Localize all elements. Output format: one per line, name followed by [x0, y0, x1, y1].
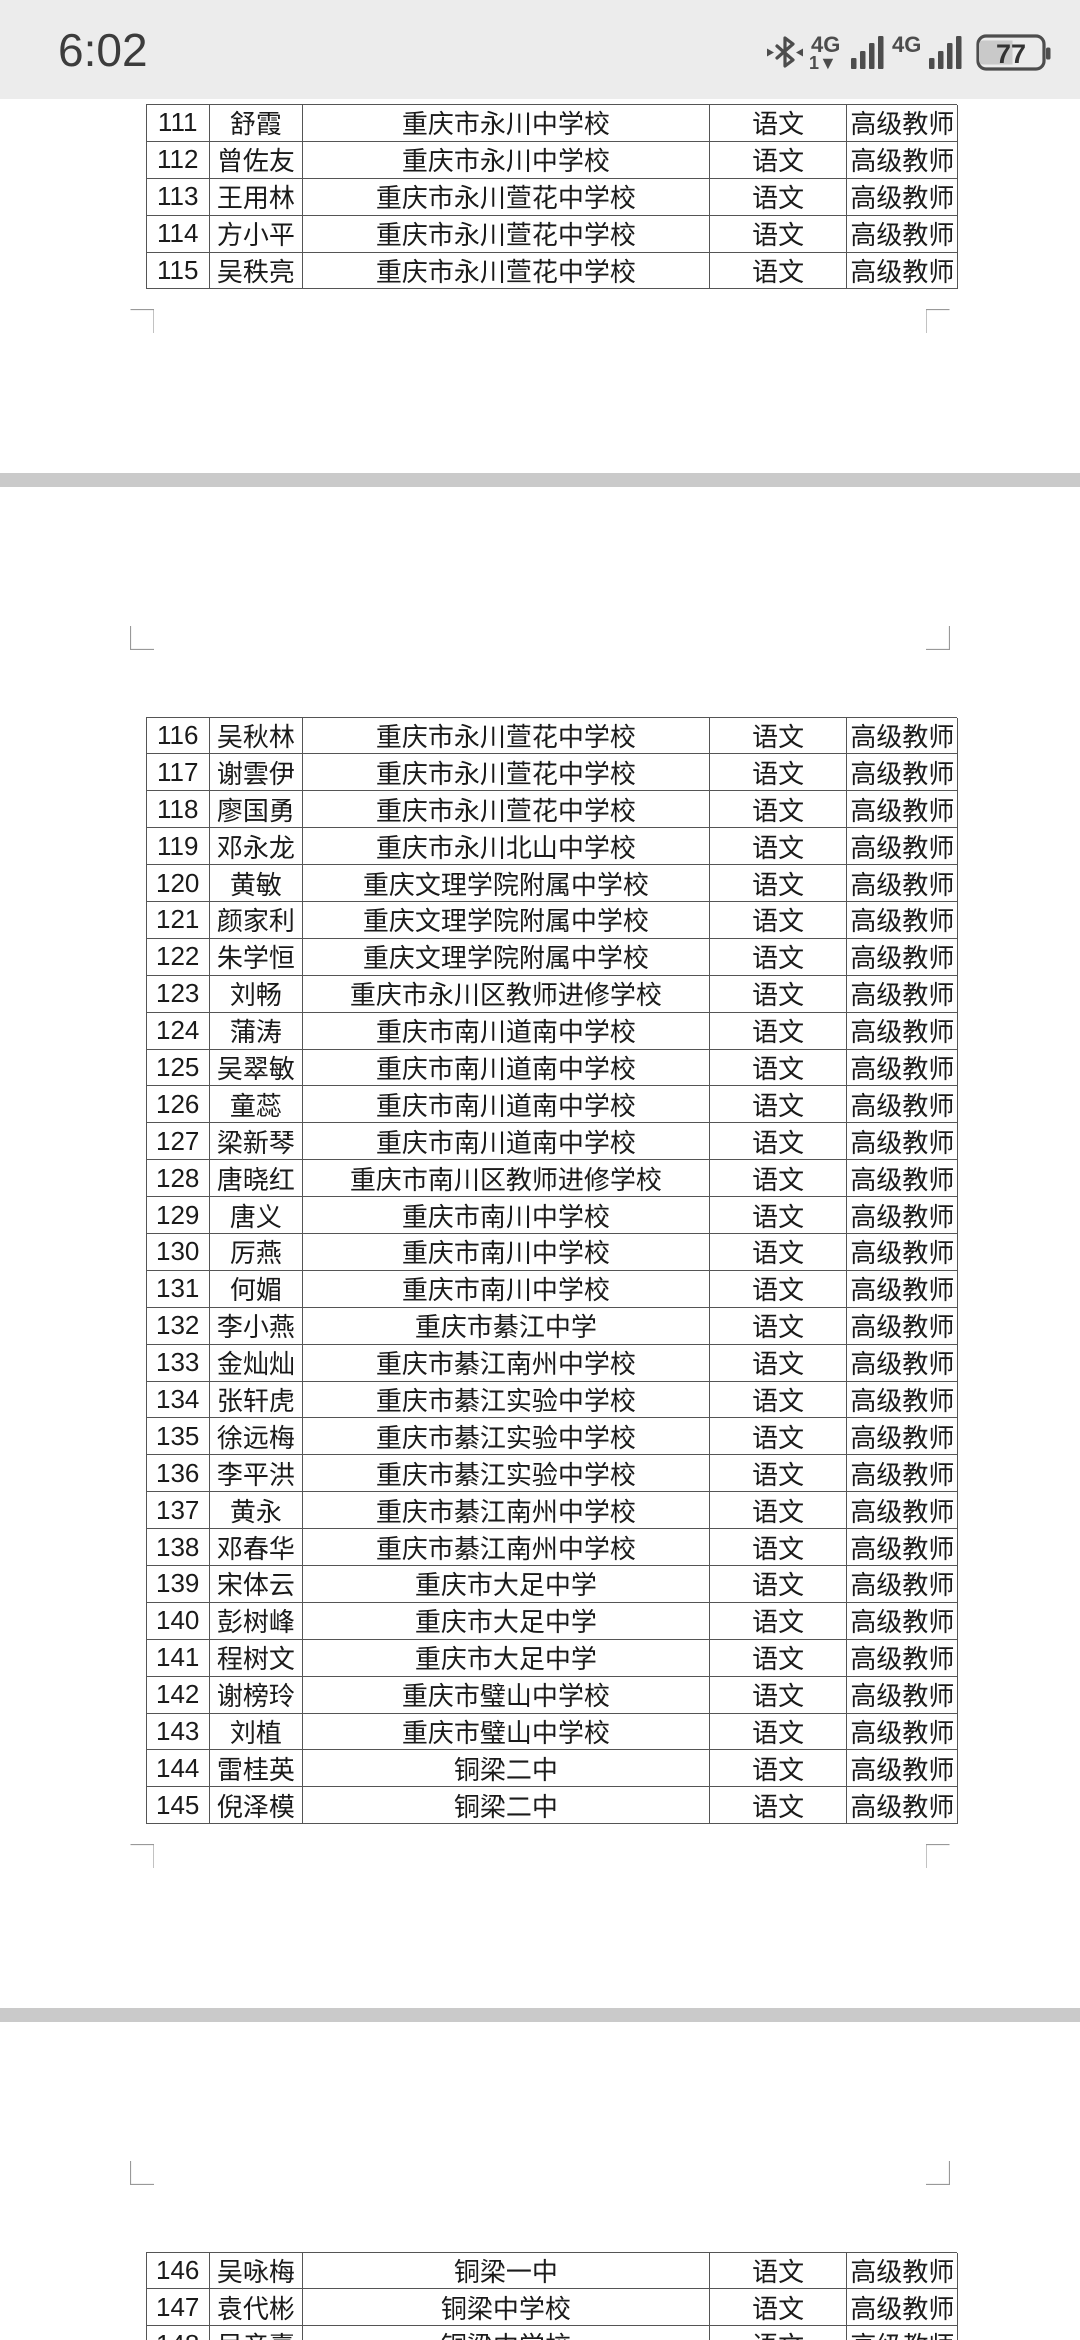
svg-text:1▼: 1▼ [809, 53, 837, 73]
svg-text:4G: 4G [892, 32, 921, 57]
svg-text:77: 77 [996, 39, 1026, 69]
